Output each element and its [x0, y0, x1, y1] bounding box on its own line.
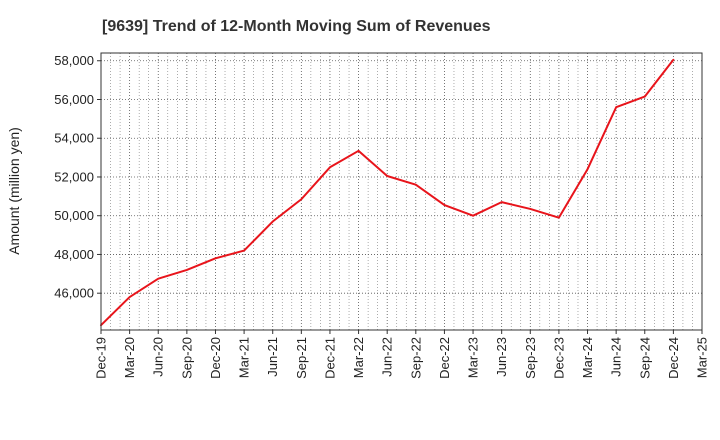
x-tick-label: Dec-19	[94, 337, 109, 379]
x-tick-label: Sep-22	[408, 337, 423, 379]
y-tick-label: 56,000	[54, 92, 94, 107]
x-tick-label: Mar-21	[237, 337, 252, 378]
x-tick-label: Dec-20	[208, 337, 223, 379]
x-tick-label: Mar-20	[122, 337, 137, 378]
x-tick-label: Sep-23	[523, 337, 538, 379]
chart-title: [9639] Trend of 12-Month Moving Sum of R…	[102, 18, 491, 35]
x-tick-label: Sep-20	[179, 337, 194, 379]
y-tick-label: 48,000	[54, 247, 94, 262]
x-tick-label: Jun-24	[609, 337, 624, 377]
x-tick-label: Sep-21	[294, 337, 309, 379]
x-tick-label: Dec-22	[437, 337, 452, 379]
x-tick-label: Mar-22	[351, 337, 366, 378]
x-tick-label: Jun-23	[494, 337, 509, 377]
x-tick-label: Sep-24	[637, 337, 652, 379]
plot-frame	[100, 52, 703, 331]
y-tick-label: 58,000	[54, 53, 94, 68]
x-tick-label: Mar-24	[580, 337, 595, 378]
y-tick-label: 50,000	[54, 208, 94, 223]
x-tick-label: Dec-21	[322, 337, 337, 379]
revenue-series-line	[100, 58, 675, 327]
y-axis-label: Amount (million yen)	[6, 127, 22, 255]
y-tick-label: 54,000	[54, 131, 94, 146]
y-tick-label: 52,000	[54, 169, 94, 184]
x-tick-label: Jun-21	[265, 337, 280, 377]
x-axis: Dec-19 Mar-20 Jun-20 Sep-20 Dec-20 Mar-21 Jun-…	[94, 330, 710, 379]
x-tick-label: Dec-23	[551, 337, 566, 379]
grid	[100, 53, 703, 330]
x-tick-label: Mar-23	[466, 337, 481, 378]
y-axis: 46,000 48,000 50,000 52,000 54,000 56,000 58,0…	[54, 53, 101, 301]
x-tick-label: Jun-20	[151, 337, 166, 377]
x-tick-label: Mar-25	[695, 337, 710, 378]
x-tick-label: Dec-24	[666, 337, 681, 379]
y-tick-label: 46,000	[54, 286, 94, 301]
x-tick-label: Jun-22	[380, 337, 395, 377]
series-group	[100, 58, 675, 327]
